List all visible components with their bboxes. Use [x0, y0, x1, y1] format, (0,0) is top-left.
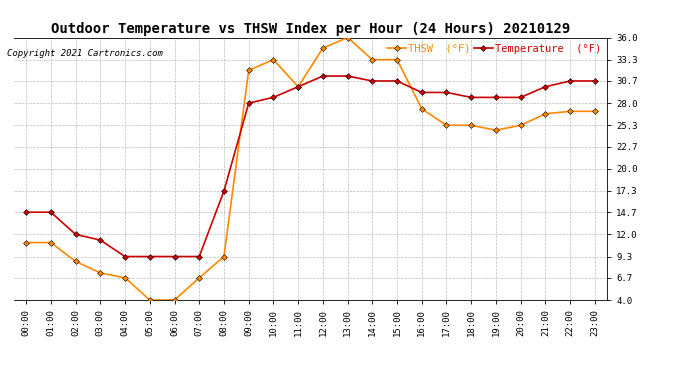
THSW  (°F) [566, 109, 574, 114]
Temperature  (°F) [393, 79, 401, 83]
Temperature  (°F) [492, 95, 500, 100]
THSW  (°F) [492, 128, 500, 132]
THSW  (°F) [541, 111, 549, 116]
Temperature  (°F) [269, 95, 277, 100]
THSW  (°F) [393, 57, 401, 62]
THSW  (°F) [244, 68, 253, 73]
Temperature  (°F) [146, 254, 154, 259]
Temperature  (°F) [220, 189, 228, 193]
Temperature  (°F) [517, 95, 525, 100]
Temperature  (°F) [591, 79, 599, 83]
Temperature  (°F) [96, 238, 104, 242]
THSW  (°F) [220, 254, 228, 259]
Temperature  (°F) [368, 79, 377, 83]
Temperature  (°F) [541, 84, 549, 89]
THSW  (°F) [442, 123, 451, 128]
Legend: THSW  (°F), Temperature  (°F): THSW (°F), Temperature (°F) [386, 43, 602, 55]
THSW  (°F) [417, 106, 426, 111]
THSW  (°F) [294, 84, 302, 89]
Temperature  (°F) [467, 95, 475, 100]
Temperature  (°F) [170, 254, 179, 259]
Temperature  (°F) [344, 74, 352, 78]
THSW  (°F) [344, 35, 352, 40]
Temperature  (°F) [244, 101, 253, 105]
THSW  (°F) [195, 276, 204, 280]
THSW  (°F) [47, 240, 55, 245]
Temperature  (°F) [121, 254, 129, 259]
Temperature  (°F) [417, 90, 426, 95]
Line: Temperature  (°F): Temperature (°F) [24, 74, 597, 259]
THSW  (°F) [170, 298, 179, 302]
Temperature  (°F) [442, 90, 451, 95]
Temperature  (°F) [566, 79, 574, 83]
Temperature  (°F) [22, 210, 30, 214]
THSW  (°F) [517, 123, 525, 128]
THSW  (°F) [121, 276, 129, 280]
THSW  (°F) [146, 298, 154, 302]
THSW  (°F) [72, 259, 80, 264]
THSW  (°F) [467, 123, 475, 128]
Temperature  (°F) [47, 210, 55, 214]
Temperature  (°F) [294, 84, 302, 89]
Text: Copyright 2021 Cartronics.com: Copyright 2021 Cartronics.com [7, 49, 163, 58]
THSW  (°F) [96, 271, 104, 275]
Temperature  (°F) [195, 254, 204, 259]
THSW  (°F) [22, 240, 30, 245]
THSW  (°F) [269, 57, 277, 62]
THSW  (°F) [319, 46, 327, 50]
Temperature  (°F) [72, 232, 80, 237]
Line: THSW  (°F): THSW (°F) [24, 35, 597, 302]
THSW  (°F) [591, 109, 599, 114]
Title: Outdoor Temperature vs THSW Index per Hour (24 Hours) 20210129: Outdoor Temperature vs THSW Index per Ho… [51, 22, 570, 36]
THSW  (°F) [368, 57, 377, 62]
Temperature  (°F) [319, 74, 327, 78]
